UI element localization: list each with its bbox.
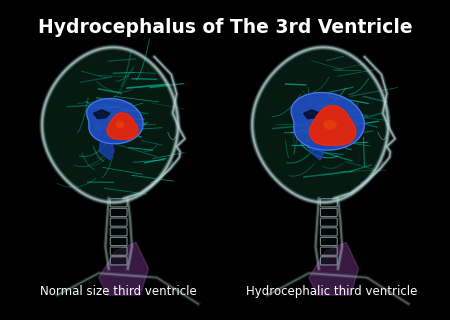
Polygon shape [252,47,388,202]
Polygon shape [42,47,178,202]
FancyBboxPatch shape [320,237,337,245]
Polygon shape [309,242,359,295]
Polygon shape [107,113,138,139]
Polygon shape [309,242,359,295]
Polygon shape [310,129,324,160]
Text: Hydrocephalus of The 3rd Ventricle: Hydrocephalus of The 3rd Ventricle [38,18,412,37]
FancyBboxPatch shape [320,218,337,226]
FancyBboxPatch shape [110,218,127,226]
Polygon shape [291,92,365,150]
FancyBboxPatch shape [110,199,127,207]
Polygon shape [310,106,356,145]
Polygon shape [310,106,356,145]
Polygon shape [87,99,143,144]
Polygon shape [252,47,388,202]
Text: Hydrocephalic third ventricle: Hydrocephalic third ventricle [246,285,417,298]
Ellipse shape [116,122,125,128]
Ellipse shape [324,120,337,130]
Text: Normal size third ventricle: Normal size third ventricle [40,285,197,298]
Polygon shape [99,129,114,160]
Polygon shape [87,99,143,144]
FancyBboxPatch shape [110,247,127,255]
FancyBboxPatch shape [320,228,337,236]
Polygon shape [304,110,320,119]
FancyBboxPatch shape [110,208,127,217]
Polygon shape [107,113,138,139]
FancyBboxPatch shape [110,237,127,245]
FancyBboxPatch shape [320,199,337,207]
Polygon shape [99,242,148,295]
FancyBboxPatch shape [110,257,127,265]
Polygon shape [99,242,148,295]
FancyBboxPatch shape [320,247,337,255]
Polygon shape [42,47,178,202]
FancyBboxPatch shape [320,208,337,217]
FancyBboxPatch shape [110,228,127,236]
Polygon shape [291,92,365,150]
FancyBboxPatch shape [320,257,337,265]
Polygon shape [94,110,110,119]
